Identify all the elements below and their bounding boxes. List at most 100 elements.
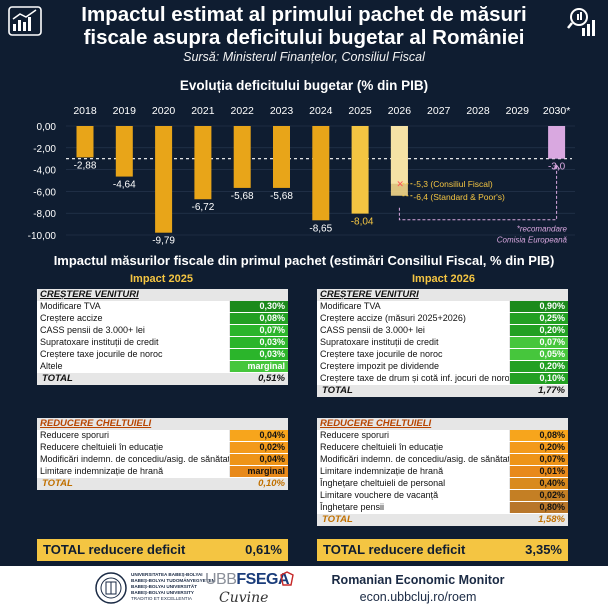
measure-label: Creștere accize	[37, 313, 230, 324]
faculty-logo-b: FSEGA	[236, 571, 290, 588]
measure-label: Reducere cheltuieli în educație	[37, 442, 230, 453]
measure-label: Înghețare pensii	[317, 502, 510, 513]
revenue-2026-title: CREȘTERE VENITURI	[320, 289, 419, 300]
measure-row: Înghețare pensii 0,80%	[317, 502, 568, 514]
bar	[155, 126, 173, 233]
measure-row: Limitare indemnizație de hrană marginal	[37, 466, 288, 478]
note-line1: *recomandare	[517, 224, 568, 233]
data-label: -2,88	[74, 160, 97, 171]
y-tick-label: -4,00	[33, 166, 56, 177]
measure-row: Supratoxare instituții de credit 0,07%	[317, 337, 568, 349]
x-tick-label: 2030*	[543, 105, 570, 117]
total-value: 1,58%	[538, 514, 565, 525]
measure-row: Creștere accize 0,08%	[37, 313, 288, 325]
x-tick-label: 2021	[191, 105, 215, 117]
spending-2026-title: REDUCERE CHELTUIELI	[320, 418, 432, 429]
measure-value: 0,20%	[510, 325, 568, 336]
monitor-url: econ.ubbcluj.ro/roem	[359, 590, 477, 604]
spending-2025-total-row: TOTAL 0,10%	[37, 478, 288, 490]
measure-value: 0,40%	[510, 478, 568, 489]
y-tick-label: 0,00	[37, 122, 57, 133]
footer: UNIVERSITATEA BABEȘ-BOLYAI BABEȘ-BOLYAI …	[0, 566, 608, 610]
measure-value: 0,10%	[510, 373, 568, 384]
source-note: Sursă: Ministerul Finanțelor, Consiliul …	[183, 50, 425, 64]
measure-row: Creștere taxe jocurile de noroc 0,05%	[317, 349, 568, 361]
measure-row: Reducere sporuri 0,04%	[37, 430, 288, 442]
data-label: -4,64	[113, 180, 136, 191]
measure-value: 0,07%	[510, 454, 568, 465]
measure-value: 0,04%	[230, 430, 288, 441]
measure-label: Modificare TVA	[37, 301, 230, 312]
measure-value: 0,07%	[510, 337, 568, 348]
spending-2026-total-row: TOTAL 1,58%	[317, 514, 568, 526]
measure-label: Modificare TVA	[317, 301, 510, 312]
total-value: 0,10%	[258, 478, 285, 489]
measure-value: marginal	[230, 466, 288, 477]
data-label: -8,65	[309, 223, 332, 234]
measure-value: 0,20%	[510, 442, 568, 453]
measure-label: Creștere accize (măsuri 2025+2026)	[317, 313, 510, 324]
measure-label: Înghețare cheltuieli de personal	[317, 478, 510, 489]
chart-logo-icon	[8, 6, 42, 36]
page-title-line2: fiscale asupra deficitului bugetar al Ro…	[83, 26, 525, 49]
x-tick-label: 2019	[113, 105, 137, 117]
x-tick-label: 2029	[506, 105, 530, 117]
university-line5: TRADITIO ET EXCELLENTIA	[131, 596, 192, 601]
deficit-bar-chart: 0,00 -2,00 -4,00 -6,00 -8,00 -10,00 2018 -2,88 2…	[28, 105, 575, 247]
measure-label: Limitare indemnizație de hrană	[37, 466, 230, 477]
bar	[115, 126, 133, 177]
total-deficit-label: TOTAL reducere deficit	[43, 542, 186, 557]
total-deficit-label: TOTAL reducere deficit	[323, 542, 466, 557]
signature: Cuvine	[219, 590, 269, 606]
measure-value: 0,02%	[230, 442, 288, 453]
university-seal-icon	[95, 572, 127, 604]
measure-value: 0,30%	[230, 301, 288, 312]
total-label: TOTAL	[322, 385, 353, 396]
y-tick-label: -10,00	[28, 231, 57, 242]
revenue-2026-panel: CREȘTERE VENITURI Modificare TVA 0,90% Cre…	[317, 289, 568, 397]
revenue-2025-total-row: TOTAL 0,51%	[37, 373, 288, 385]
y-tick-label: -2,00	[33, 144, 56, 155]
bar	[548, 126, 566, 159]
measure-value: 0,08%	[510, 430, 568, 441]
x-tick-label: 2027	[427, 105, 451, 117]
total-value: 0,51%	[258, 373, 285, 384]
revenue-2026-total-row: TOTAL 1,77%	[317, 385, 568, 397]
measure-label: Supratoxare instituții de credit	[37, 337, 230, 348]
projection-label-cf: -5,3 (Consiliul Fiscal)	[413, 179, 493, 189]
bar	[233, 126, 251, 188]
x-tick-label: 2023	[270, 105, 294, 117]
measure-row: Creștere taxe jocurile de noroc 0,03%	[37, 349, 288, 361]
measure-row: Modificare TVA 0,90%	[317, 301, 568, 313]
target-connector	[398, 165, 558, 221]
x-tick-label: 2026	[388, 105, 412, 117]
revenue-2026-rows: Modificare TVA 0,90% Creștere accize (măsu…	[317, 301, 568, 385]
measure-value: 0,90%	[510, 301, 568, 312]
university-name: UNIVERSITATEA BABEȘ-BOLYAI BABEȘ-BOLYAI …	[131, 572, 215, 602]
measure-row: Reducere cheltuieli în educație 0,02%	[37, 442, 288, 454]
y-tick-label: -6,00	[33, 187, 56, 198]
measure-value: 0,08%	[230, 313, 288, 324]
total-value: 1,77%	[538, 385, 565, 396]
measure-value: 0,04%	[230, 454, 288, 465]
faculty-logo-a: UBB	[205, 571, 237, 588]
measure-value: 0,20%	[510, 361, 568, 372]
total-label: TOTAL	[42, 478, 73, 489]
x-tick-label: 2022	[231, 105, 255, 117]
measure-row: Creștere accize (măsuri 2025+2026) 0,25%	[317, 313, 568, 325]
measure-label: Creștere impozit pe dividende	[317, 361, 510, 372]
target-arrow-icon	[553, 164, 560, 170]
total-deficit-2025-bar: TOTAL reducere deficit 0,61%	[37, 539, 288, 561]
data-label: -5,68	[270, 191, 293, 202]
measure-value: marginal	[230, 361, 288, 372]
measure-label: Altele	[37, 361, 230, 372]
note-line2: Comisia Europeană	[497, 235, 568, 244]
measure-row: Modificare TVA 0,30%	[37, 301, 288, 313]
measure-value: 0,07%	[230, 325, 288, 336]
measure-row: Creștere impozit pe dividende 0,20%	[317, 361, 568, 373]
measure-label: CASS pensii de 3.000+ lei	[317, 325, 510, 336]
university-line2: BABEȘ-BOLYAI TUDOMÁNYEGYETEM	[131, 578, 216, 583]
revenue-2025-panel: CREȘTERE VENITURI Modificare TVA 0,30% Cre…	[37, 289, 288, 385]
x-tick-label: 2025	[348, 105, 372, 117]
fsega-emblem-icon	[280, 571, 294, 586]
